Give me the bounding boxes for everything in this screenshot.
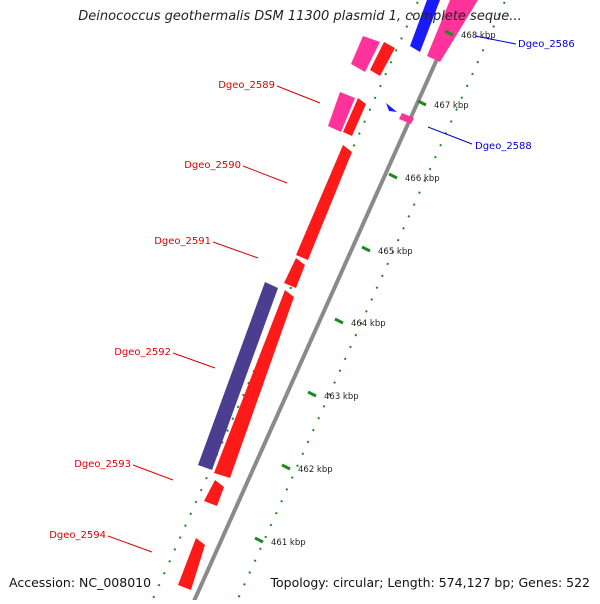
scale-tick-mark bbox=[444, 29, 454, 37]
gene-label-leader bbox=[242, 165, 288, 184]
scale-tick-label: 468 kbp bbox=[461, 31, 496, 41]
gene-red-upper-arrow[interactable] bbox=[370, 42, 395, 76]
gene-label-dgeo-2588[interactable]: Dgeo_2588 bbox=[475, 141, 532, 152]
gene-label-leader bbox=[107, 535, 153, 553]
gene-label-dgeo-2590[interactable]: Dgeo_2590 bbox=[184, 160, 241, 171]
scale-tick-label: 467 kbp bbox=[434, 101, 469, 111]
gene-red-2589b[interactable] bbox=[343, 98, 366, 136]
gene-label-leader bbox=[276, 85, 321, 104]
accession-text: Accession: NC_008010 bbox=[9, 575, 152, 590]
gene-label-dgeo-2593[interactable]: Dgeo_2593 bbox=[74, 459, 131, 470]
sequence-summary: Topology: circular; Length: 574,127 bp; … bbox=[270, 575, 591, 590]
gene-pink-upper[interactable] bbox=[351, 36, 380, 72]
scale-tick-label: 462 kbp bbox=[298, 465, 333, 475]
scale-tick-mark bbox=[254, 536, 264, 544]
scale-tick-mark bbox=[307, 390, 317, 398]
gene-label-leader bbox=[474, 35, 517, 45]
scale-tick-label: 464 kbp bbox=[351, 319, 386, 329]
scale-tick-mark bbox=[417, 99, 427, 107]
gene-labels: Dgeo_2586 Dgeo_2588 Dgeo_2589 Dgeo_2590 Dgeo… bbox=[49, 35, 575, 553]
gene-label-dgeo-2586[interactable]: Dgeo_2586 bbox=[518, 39, 575, 50]
scale-tick-label: 465 kbp bbox=[378, 247, 413, 257]
gene-label-dgeo-2591[interactable]: Dgeo_2591 bbox=[154, 236, 211, 247]
scale-tick-mark bbox=[361, 245, 371, 253]
gene-dgeo-2593[interactable] bbox=[204, 480, 224, 506]
gene-label-dgeo-2589[interactable]: Dgeo_2589 bbox=[218, 80, 275, 91]
gene-label-leader bbox=[427, 126, 473, 145]
scale-ticks: 461 kbp 462 kbp 463 kbp 464 kbp 465 kbp 466 k… bbox=[254, 29, 496, 548]
gene-dgeo-2588-arrow[interactable] bbox=[386, 103, 397, 112]
gene-pink-2589[interactable] bbox=[328, 92, 355, 132]
gene-dgeo-2588-block[interactable] bbox=[399, 113, 414, 124]
scale-tick-label: 466 kbp bbox=[405, 174, 440, 184]
scale-tick-mark bbox=[334, 317, 344, 325]
backbone-line bbox=[190, 0, 466, 604]
page-title: Deinococcus geothermalis DSM 11300 plasm… bbox=[78, 9, 522, 24]
gene-label-leader bbox=[172, 352, 216, 369]
gene-dgeo-2592[interactable] bbox=[198, 282, 278, 470]
gene-label-leader bbox=[132, 464, 174, 481]
gene-dgeo-2586-block[interactable] bbox=[410, 0, 440, 52]
gene-dgeo-2590[interactable] bbox=[296, 145, 352, 260]
gene-pink-top-right[interactable] bbox=[427, 0, 478, 62]
gene-label-dgeo-2592[interactable]: Dgeo_2592 bbox=[114, 347, 171, 358]
gene-dgeo-2594[interactable] bbox=[178, 538, 205, 590]
scale-tick-mark bbox=[281, 463, 291, 471]
gene-label-leader bbox=[212, 241, 259, 259]
gene-red-long[interactable] bbox=[214, 290, 294, 478]
inner-dotted-track bbox=[234, 0, 507, 604]
gene-dgeo-2591[interactable] bbox=[284, 258, 305, 288]
scale-tick-label: 461 kbp bbox=[271, 538, 306, 548]
scale-tick-label: 463 kbp bbox=[324, 392, 359, 402]
gene-label-dgeo-2594[interactable]: Dgeo_2594 bbox=[49, 530, 106, 541]
scale-tick-mark bbox=[388, 172, 398, 180]
